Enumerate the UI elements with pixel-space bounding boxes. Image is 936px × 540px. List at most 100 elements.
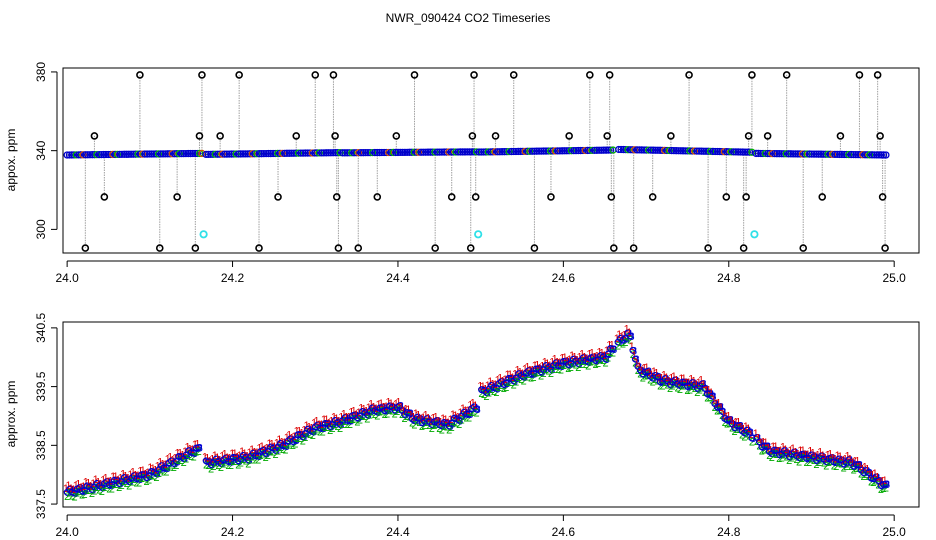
bottom-point-label-2: 2 xyxy=(74,487,80,499)
bottom-point-label-2: 2 xyxy=(377,406,383,418)
top-raw-point xyxy=(702,147,710,155)
bottom-point-label-3: 3 xyxy=(378,403,384,415)
bottom-x-tick-label: 24.2 xyxy=(221,525,245,539)
bottom-point-label-3: 3 xyxy=(519,370,525,382)
bottom-point-label-3: 3 xyxy=(735,421,741,433)
bottom-point-label-3: 3 xyxy=(800,449,806,461)
bottom-point-label-2: 2 xyxy=(116,482,122,494)
top-raw-point xyxy=(317,149,326,157)
bottom-point-label-3: 3 xyxy=(93,482,99,494)
top-raw-point xyxy=(711,147,719,156)
bottom-point-label-2: 2 xyxy=(372,409,378,421)
top-outlier-point xyxy=(470,71,478,79)
top-raw-point xyxy=(828,150,837,158)
bottom-data-point xyxy=(718,407,726,415)
top-raw-point xyxy=(835,150,844,159)
top-raw-point xyxy=(280,149,289,158)
top-outlier-point xyxy=(274,193,282,201)
bottom-point-label-3: 3 xyxy=(209,460,215,472)
top-raw-point xyxy=(764,149,772,158)
bottom-x-tick-label: 25.0 xyxy=(883,525,907,539)
top-raw-point xyxy=(209,150,217,158)
bottom-point-label-2: 2 xyxy=(111,479,117,491)
bottom-point-label-2: 2 xyxy=(300,435,306,447)
bottom-point-label-3: 3 xyxy=(688,381,694,393)
top-raw-point xyxy=(435,148,444,156)
bottom-point-label-2: 2 xyxy=(109,483,115,495)
bottom-point-label-3: 3 xyxy=(415,412,421,424)
bottom-point-label-3: 3 xyxy=(576,359,582,371)
top-raw-point xyxy=(232,150,240,158)
bottom-point-label-3: 3 xyxy=(517,369,523,381)
top-raw-point xyxy=(670,146,678,155)
top-raw-point xyxy=(496,148,504,156)
bottom-point-label-3: 3 xyxy=(246,455,252,467)
top-raw-point xyxy=(510,147,518,156)
top-raw-point xyxy=(380,148,388,157)
bottom-point-label-3: 3 xyxy=(306,424,312,436)
top-raw-point xyxy=(387,148,395,157)
bottom-point-label-3: 3 xyxy=(413,416,419,428)
top-outlier-point xyxy=(818,193,827,201)
top-raw-point xyxy=(574,146,582,155)
bottom-x-tick-label: 24.4 xyxy=(386,525,410,539)
bottom-point-label-2: 2 xyxy=(722,417,728,429)
top-outlier-point xyxy=(742,193,750,201)
bottom-point-label-3: 3 xyxy=(296,430,302,442)
bottom-point-label-3: 3 xyxy=(98,481,104,493)
bottom-point-label-3: 3 xyxy=(331,419,337,431)
bottom-point-label-2: 2 xyxy=(789,453,795,465)
top-raw-point xyxy=(537,147,546,155)
bottom-point-label-3: 3 xyxy=(232,452,238,464)
top-outlier-point xyxy=(311,71,320,79)
bottom-point-label-2: 2 xyxy=(327,425,333,437)
bottom-point-label-3: 3 xyxy=(472,402,478,414)
bottom-y-tick-label: 337.5 xyxy=(34,489,48,519)
top-raw-point xyxy=(572,146,580,155)
bottom-point-label-2: 2 xyxy=(454,417,460,429)
top-outlier-point xyxy=(392,132,401,140)
top-raw-point xyxy=(567,147,576,155)
top-raw-point xyxy=(875,151,883,159)
top-raw-point xyxy=(70,151,78,159)
top-raw-point xyxy=(661,146,669,155)
top-raw-point xyxy=(239,150,247,158)
bottom-point-label-2: 2 xyxy=(263,452,269,464)
top-raw-point xyxy=(116,150,124,159)
top-raw-point xyxy=(132,150,140,158)
top-cyan-point xyxy=(474,230,483,239)
bottom-point-label-2: 2 xyxy=(744,429,750,441)
top-raw-point xyxy=(526,147,534,155)
bottom-point-label-2: 2 xyxy=(156,468,162,480)
top-raw-point xyxy=(445,148,453,156)
bottom-point-label-2: 2 xyxy=(528,372,534,384)
bottom-point-label-2: 2 xyxy=(347,419,353,431)
top-raw-point xyxy=(604,146,613,154)
bottom-point-label-2: 2 xyxy=(647,375,653,387)
bottom-data-point xyxy=(138,471,145,479)
top-raw-point xyxy=(373,148,381,157)
bottom-point-label-3: 3 xyxy=(633,354,639,366)
bottom-point-label-2: 2 xyxy=(188,451,194,463)
bottom-point-label-3: 3 xyxy=(150,466,156,478)
top-raw-point xyxy=(861,151,869,159)
bottom-point-label-2: 2 xyxy=(451,417,457,429)
top-raw-point xyxy=(334,149,342,157)
top-raw-point xyxy=(371,148,379,157)
top-raw-point xyxy=(454,148,462,156)
bottom-point-label-3: 3 xyxy=(599,351,605,363)
bottom-point-label-3: 3 xyxy=(487,384,493,396)
bottom-point-label-2: 2 xyxy=(724,419,730,431)
top-raw-point xyxy=(248,150,256,158)
top-raw-point xyxy=(292,149,300,157)
bottom-point-label-3: 3 xyxy=(574,356,580,368)
top-raw-point xyxy=(274,149,282,158)
bottom-point-label-2: 2 xyxy=(761,444,767,456)
top-raw-point xyxy=(607,146,615,154)
top-raw-point xyxy=(113,150,122,159)
bottom-point-label-2: 2 xyxy=(813,459,819,471)
bottom-point-label-3: 3 xyxy=(710,391,716,403)
bottom-point-label-2: 2 xyxy=(322,422,328,434)
bottom-point-label-3: 3 xyxy=(624,334,630,346)
bottom-point-label-2: 2 xyxy=(332,419,338,431)
